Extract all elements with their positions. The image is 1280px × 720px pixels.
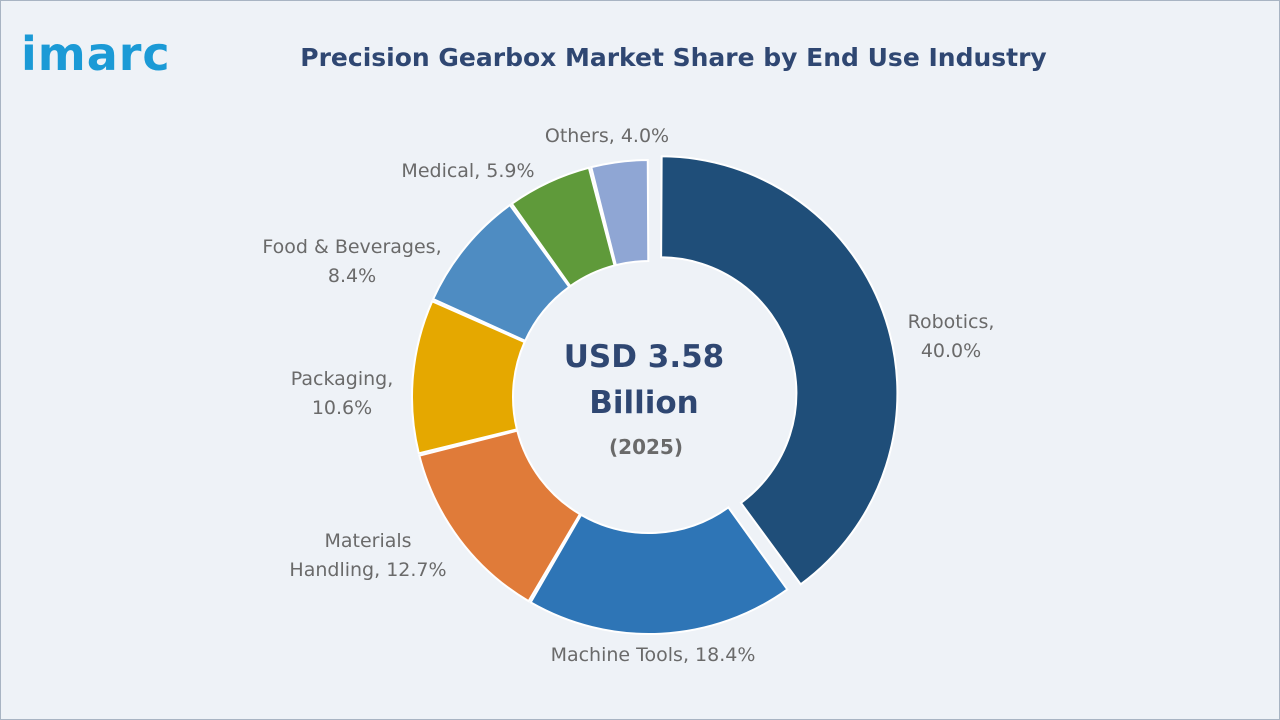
label-others: Others, 4.0% bbox=[545, 125, 669, 147]
label-packaging: Packaging, 10.6% bbox=[291, 368, 394, 419]
center-value-line-2: Billion bbox=[589, 385, 699, 421]
imarc-logo: imarc bbox=[21, 27, 171, 81]
chart-title: Precision Gearbox Market Share by End Us… bbox=[300, 43, 1047, 72]
slice-food-beverages bbox=[431, 203, 571, 343]
slice-machine-tools bbox=[529, 506, 789, 635]
label-machine-tools: Machine Tools, 18.4% bbox=[551, 644, 756, 666]
slice-robotics bbox=[660, 155, 899, 586]
label-food-beverages: Food & Beverages, 8.4% bbox=[262, 236, 441, 287]
slice-materials-handling bbox=[418, 429, 582, 603]
slice-medical bbox=[510, 166, 616, 288]
label-materials-handling: Materials Handling, 12.7% bbox=[289, 530, 446, 581]
label-robotics: Robotics, 40.0% bbox=[908, 311, 995, 362]
center-value-line-1: USD 3.58 bbox=[564, 339, 725, 375]
slice-packaging bbox=[411, 299, 526, 455]
labels-group: Robotics, 40.0% Machine Tools, 18.4% Materi… bbox=[262, 125, 994, 666]
center-year: (2025) bbox=[609, 435, 683, 459]
slice-others bbox=[590, 158, 650, 267]
label-medical: Medical, 5.9% bbox=[401, 160, 534, 182]
slices-group bbox=[411, 155, 899, 635]
